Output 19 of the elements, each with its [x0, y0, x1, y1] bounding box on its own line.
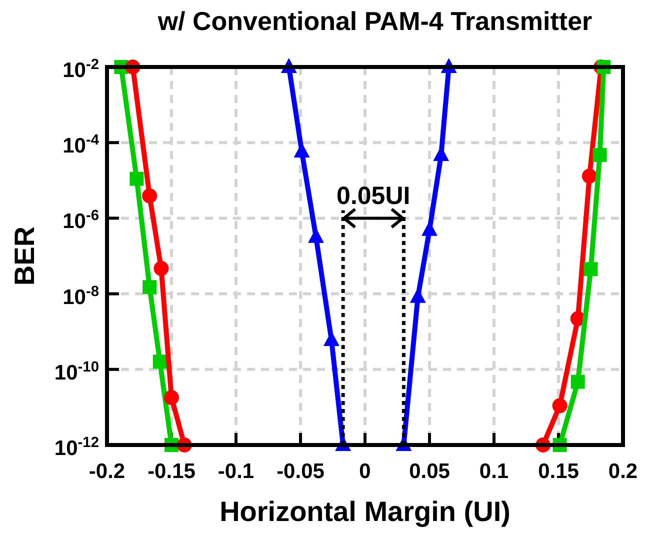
y-axis-title: BER	[9, 226, 40, 286]
y-tick-label: 10$^{-10}$	[54, 359, 99, 384]
chart-title: w/ Conventional PAM-4 Transmitter	[156, 6, 592, 36]
y-tick-label: 10$^{-8}$	[62, 284, 99, 309]
x-tick-label: 0.2	[608, 460, 638, 483]
x-axis-title: Horizontal Margin (UI)	[220, 496, 510, 527]
x-tick-label: 0.1	[479, 460, 509, 483]
x-tick-label: 0.05	[409, 460, 450, 483]
x-tick-label: -0.1	[218, 460, 254, 483]
x-tick-label: 0.15	[538, 460, 580, 483]
y-tick-label: 10$^{-6}$	[62, 208, 99, 234]
y-tick-label: 10$^{-4}$	[62, 132, 100, 158]
x-tick-label: -0.15	[148, 460, 196, 483]
x-tick-label: -0.05	[276, 460, 325, 483]
y-tick-label: 10$^{-2}$	[62, 57, 99, 82]
x-tick-label: 0	[359, 460, 371, 483]
y-tick-label: 10$^{-12}$	[54, 435, 99, 460]
x-tick-label: -0.2	[88, 460, 126, 483]
annotation: 0.05UI	[336, 182, 410, 210]
